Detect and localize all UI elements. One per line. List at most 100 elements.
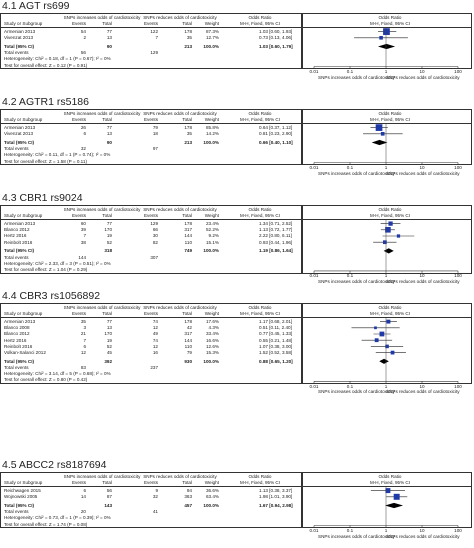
study-name: Armenian 2013 bbox=[4, 319, 36, 324]
total-reduces: 110 bbox=[184, 343, 192, 349]
rule-line bbox=[302, 316, 472, 318]
study-weight: 12.6% bbox=[205, 343, 219, 349]
group-header-reduces: SNPs reduces odds of cardiotoxicity bbox=[143, 304, 217, 310]
total-events-increases: 56 bbox=[80, 50, 86, 56]
events-column-header: Events bbox=[143, 116, 158, 122]
total-increases: 13 bbox=[106, 131, 112, 137]
total-events-label: Total events bbox=[4, 50, 29, 56]
study-name: Blanco 2012 bbox=[4, 331, 30, 337]
total-n-increases: 143 bbox=[104, 502, 112, 508]
study-name: Vivenzat 2013 bbox=[4, 35, 34, 41]
total-events-increases: 83 bbox=[80, 364, 86, 370]
heterogeneity-text: Heterogeneity: Chi² = 0.11, df = 1 (P = … bbox=[4, 152, 111, 158]
total-column-header: Total bbox=[102, 479, 112, 485]
study-odds-marker bbox=[388, 221, 393, 226]
total-column-header: Total bbox=[182, 212, 192, 218]
odds-ratio-header: Odds Ratio bbox=[248, 14, 272, 20]
study-column-header: Study or Subgroup bbox=[4, 479, 43, 485]
total-column-header: Total bbox=[102, 310, 112, 316]
pooled-estimate-diamond bbox=[378, 43, 396, 50]
study-weight: 15.3% bbox=[205, 350, 219, 355]
x-tick-label: 10 bbox=[419, 383, 425, 389]
study-weight: 15.1% bbox=[205, 239, 219, 245]
overall-effect-text: Test for overall effect: Z = 1.74 (P = 0… bbox=[4, 521, 88, 527]
study-name: Reichwagen 2015 bbox=[4, 488, 41, 493]
study-name: Wojnowski 2005 bbox=[4, 494, 38, 500]
events-increases: 2 bbox=[83, 35, 86, 41]
x-tick-label: 0.01 bbox=[309, 273, 319, 279]
overall-effect-text: Test for overall effect: Z = 0.12 (P = 0… bbox=[4, 62, 88, 68]
total-column-header: Total bbox=[182, 310, 192, 316]
total-events-reduces: 307 bbox=[150, 254, 158, 260]
total-events-label: Total events bbox=[4, 364, 29, 370]
total-increases: 19 bbox=[106, 337, 112, 343]
group-header-increases: SNPs increases odds of cardiotoxicity bbox=[63, 14, 141, 20]
plot-box bbox=[302, 13, 472, 70]
total-increases: 52 bbox=[106, 239, 112, 245]
study-name: Hertz 2016 bbox=[4, 337, 27, 343]
total-events-increases: 144 bbox=[78, 254, 86, 260]
group-header-increases: SNPs increases odds of cardiotoxicity bbox=[63, 206, 141, 212]
forest-plot-svg bbox=[313, 124, 459, 165]
total-events-reduces: 129 bbox=[150, 50, 158, 56]
x-tick-label: 0.1 bbox=[346, 383, 354, 389]
total-reduces: 317 bbox=[184, 227, 192, 233]
x-tick-label: 1 bbox=[384, 528, 388, 533]
total-n-increases: 318 bbox=[104, 248, 112, 254]
x-tick-label: 100 bbox=[454, 273, 462, 279]
total-column-header: Total bbox=[102, 116, 112, 122]
axis-label-reduces: SNPs reduces odds of cardiotoxicity bbox=[386, 389, 460, 395]
total-column-header: Total bbox=[182, 20, 192, 26]
odds-ratio-header: Odds Ratio bbox=[248, 206, 272, 212]
events-column-header: Events bbox=[71, 20, 86, 26]
total-increases: 45 bbox=[106, 350, 112, 355]
x-tick-label: 1 bbox=[384, 273, 388, 279]
total-column-header: Total bbox=[102, 212, 112, 218]
axis-label-reduces: SNPs reduces odds of cardiotoxicity bbox=[386, 170, 460, 176]
group-header-increases: SNPs increases odds of cardiotoxicity bbox=[63, 304, 141, 310]
odds-ratio-ci: 1.13 [0.38, 3.37] bbox=[259, 488, 293, 493]
weight-column-header: Weight bbox=[204, 310, 219, 316]
study-name: Blanco 2012 bbox=[4, 227, 30, 233]
total-reduces: 178 bbox=[184, 29, 192, 34]
total-n-reduces: 213 bbox=[184, 43, 192, 49]
study-weight: 9.2% bbox=[208, 233, 219, 239]
method-header: M-H, Fixed, 95% CI bbox=[239, 116, 281, 122]
axis-label-increases: SNPs increases odds of cardiotoxicity bbox=[318, 170, 395, 176]
axis-label-increases: SNPs increases odds of cardiotoxicity bbox=[318, 389, 395, 395]
total-events-label: Total events bbox=[4, 254, 29, 260]
total-increases: 77 bbox=[106, 125, 112, 130]
events-increases: 7 bbox=[83, 337, 86, 343]
total-events-label: Total events bbox=[4, 509, 29, 515]
table-box bbox=[0, 13, 302, 70]
group-header-reduces: SNPs reduces odds of cardiotoxicity bbox=[143, 473, 217, 479]
events-reduces: 16 bbox=[152, 350, 158, 355]
x-tick-label: 100 bbox=[454, 69, 462, 74]
events-reduces: 7 bbox=[155, 35, 158, 41]
total-n-increases: 392 bbox=[104, 358, 112, 364]
study-odds-marker bbox=[374, 338, 379, 343]
total-events-reduces: 237 bbox=[150, 364, 158, 370]
pooled-estimate-diamond bbox=[379, 358, 389, 364]
x-tick-label: 10 bbox=[419, 165, 425, 170]
odds-ratio-ci: 1.07 [0.38, 3.00] bbox=[259, 343, 293, 349]
odds-ratio-ci: 2.22 [0.80, 6.11] bbox=[259, 233, 292, 239]
odds-ratio-ci: 1.13 [0.72, 1.77] bbox=[259, 227, 293, 233]
study-odds-marker bbox=[383, 28, 390, 35]
events-increases: 12 bbox=[80, 350, 86, 355]
events-reduces: 12 bbox=[152, 343, 158, 349]
x-tick-label: 10 bbox=[419, 528, 425, 533]
odds-ratio-header: Odds Ratio bbox=[378, 14, 402, 20]
heterogeneity-text: Heterogeneity: Chi² = 0.18, df = 1 (P = … bbox=[4, 56, 111, 62]
odds-ratio-ci: 0.73 [0.13, 4.06] bbox=[259, 35, 293, 41]
pooled-odds-ratio-ci: 0.88 [0.65, 1.20] bbox=[259, 358, 293, 364]
study-name: Blanco 2008 bbox=[4, 325, 30, 331]
events-reduces: 12 bbox=[152, 325, 158, 331]
events-increases: 38 bbox=[80, 239, 86, 245]
panel-title: 4.1 AGT rs699 bbox=[2, 0, 70, 12]
total-increases: 170 bbox=[104, 331, 112, 337]
events-reduces: 18 bbox=[152, 131, 158, 137]
odds-ratio-ci: 0.51 [0.11, 2.40] bbox=[259, 325, 292, 331]
total-n-increases: 90 bbox=[106, 139, 112, 145]
events-reduces: 9 bbox=[155, 488, 158, 493]
